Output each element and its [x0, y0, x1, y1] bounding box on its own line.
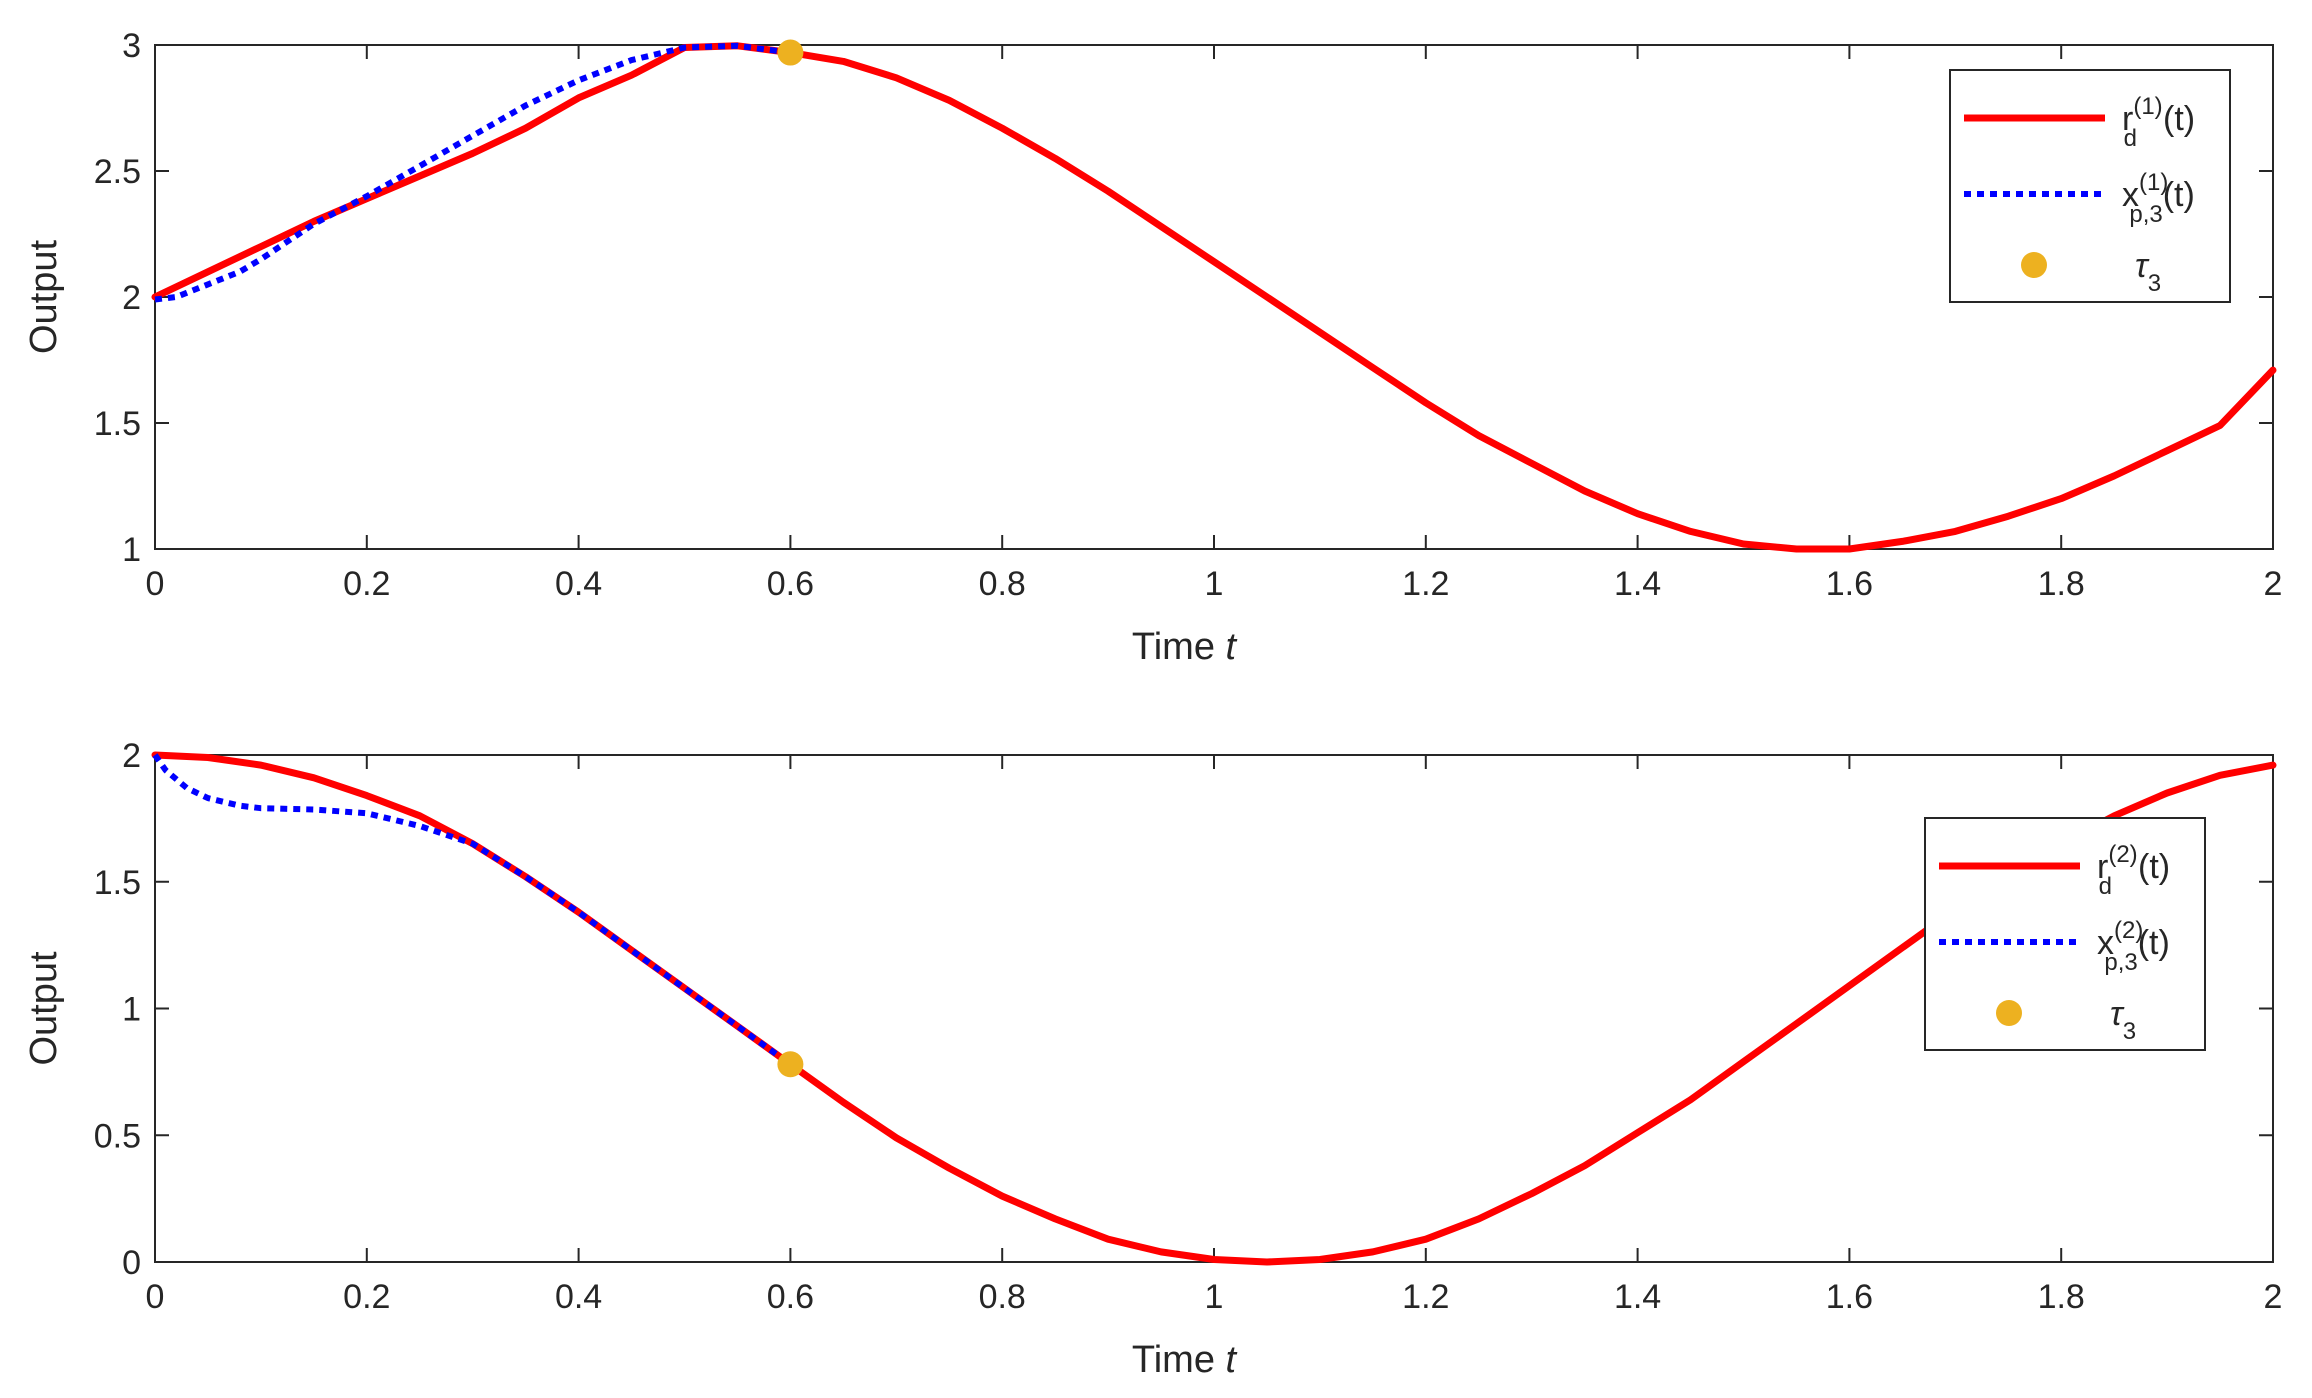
legend-label-estimate-sup: (1): [2139, 169, 2168, 196]
y-axis-label: Output: [23, 951, 65, 1066]
x-tick-label: 0.2: [343, 565, 390, 603]
x-tick-label: 1: [1205, 565, 1224, 603]
x-axis-label: Time t: [1132, 626, 1238, 668]
y-tick-label: 0.5: [94, 1117, 141, 1155]
x-tick-label: 0.8: [979, 1278, 1026, 1316]
x-tick-label: 0.4: [555, 565, 602, 603]
y-tick-label: 1.5: [94, 864, 141, 902]
legend-label-estimate: x(1) p,3(t): [2122, 169, 2195, 228]
legend: r(2) d(t)x(2) p,3(t)τ3: [1924, 817, 2206, 1051]
x-axis-label-variable: t: [1226, 626, 1238, 668]
y-tick-label: 2.5: [94, 153, 141, 191]
plot-area: [154, 44, 2274, 550]
y-tick-label: 3: [122, 27, 141, 65]
x-tick-label: 1.6: [1826, 1278, 1873, 1316]
legend-label-reference-tail: (t): [2163, 100, 2195, 138]
legend-label-reference-sub: d: [2099, 873, 2112, 900]
chart-panel-2: 0 0.2 0.4 0.6 0.8 1 1.2 1.4 1.6 1.8 2 0 0.5 1 1.5 2 Time…: [23, 737, 2282, 1381]
legend-label-tau3: τ3: [2135, 247, 2161, 297]
x-tick-label: 0.2: [343, 1278, 390, 1316]
x-tick-label: 1.8: [2038, 565, 2085, 603]
tau3-marker-point: [777, 39, 804, 66]
y-tick-label: 1.5: [94, 405, 141, 443]
x-tick-label: 1.2: [1402, 565, 1449, 603]
legend-label-reference-sup: (1): [2133, 93, 2162, 120]
legend-label-tau3: τ3: [2110, 995, 2136, 1045]
y-axis-label: Output: [23, 240, 65, 355]
legend-label-tau3-base: τ: [2135, 247, 2150, 285]
legend-label-reference-base: r: [2122, 100, 2133, 138]
legend-label-reference-base: r: [2097, 848, 2108, 886]
series-line-estimate: [154, 42, 791, 303]
legend-label-tau3-sub: 3: [2123, 1018, 2136, 1045]
legend-label-tau3-base: τ: [2110, 995, 2125, 1033]
legend-label-estimate-base: x: [2097, 924, 2114, 962]
legend-label-reference: r(2) d (t): [2097, 841, 2170, 900]
legend-label-estimate-sub: p,3: [2129, 201, 2162, 228]
x-tick-label: 1: [1205, 1278, 1224, 1316]
legend-label-reference: r(1) d (t): [2122, 93, 2195, 152]
tau3-marker-point: [777, 1051, 804, 1078]
legend-label-estimate-sup: (2): [2114, 917, 2143, 944]
legend-label-estimate-sub: p,3: [2104, 949, 2137, 976]
legend-label-estimate-base: x: [2122, 176, 2139, 214]
x-tick-label: 1.4: [1614, 565, 1661, 603]
legend-label-reference-tail: (t): [2138, 848, 2170, 886]
x-tick-label: 0.6: [767, 1278, 814, 1316]
chart-panel-1: 0 0.2 0.4 0.6 0.8 1 1.2 1.4 1.6 1.8 2 1 1.5 2 2.5 3 Time…: [23, 27, 2282, 668]
x-tick-label: 0.4: [555, 1278, 602, 1316]
y-tick-label: 1: [122, 991, 141, 1029]
legend-label-estimate: x(2) p,3(t): [2097, 917, 2170, 976]
legend-swatch-tau3: [1996, 1000, 2022, 1026]
x-axis-label-word: Time: [1132, 1339, 1226, 1381]
x-tick-label: 0.6: [767, 565, 814, 603]
x-tick-label: 1.8: [2038, 1278, 2085, 1316]
x-axis-label-variable: t: [1226, 1339, 1238, 1381]
legend-label-tau3-sub: 3: [2148, 270, 2161, 297]
legend-label-reference-sup: (2): [2108, 841, 2137, 868]
x-axis-label: Time t: [1132, 1339, 1238, 1381]
legend-label-estimate-tail: (t): [2163, 176, 2195, 214]
x-tick-label: 1.6: [1826, 565, 1873, 603]
x-tick-label: 2: [2264, 1278, 2283, 1316]
x-tick-label: 2: [2264, 565, 2283, 603]
series-line-reference: [151, 42, 2277, 553]
legend-box: [1924, 817, 2206, 1051]
legend-label-reference-sub: d: [2124, 125, 2137, 152]
x-tick-label: 1.2: [1402, 1278, 1449, 1316]
legend: r(1) d(t)x(1) p,3(t)τ3: [1949, 69, 2231, 303]
series-line-estimate: [152, 753, 793, 1067]
x-axis-label-word: Time: [1132, 626, 1226, 668]
x-tick-label: 0.8: [979, 565, 1026, 603]
legend-label-estimate-tail: (t): [2138, 924, 2170, 962]
x-tick-label: 0: [146, 1278, 165, 1316]
y-tick-label: 2: [122, 737, 141, 775]
y-tick-label: 0: [122, 1244, 141, 1282]
x-tick-label: 0: [146, 565, 165, 603]
x-tick-label: 1.4: [1614, 1278, 1661, 1316]
legend-box: [1949, 69, 2231, 303]
y-tick-label: 2: [122, 279, 141, 317]
legend-swatch-tau3: [2021, 252, 2047, 278]
y-tick-label: 1: [122, 531, 141, 569]
